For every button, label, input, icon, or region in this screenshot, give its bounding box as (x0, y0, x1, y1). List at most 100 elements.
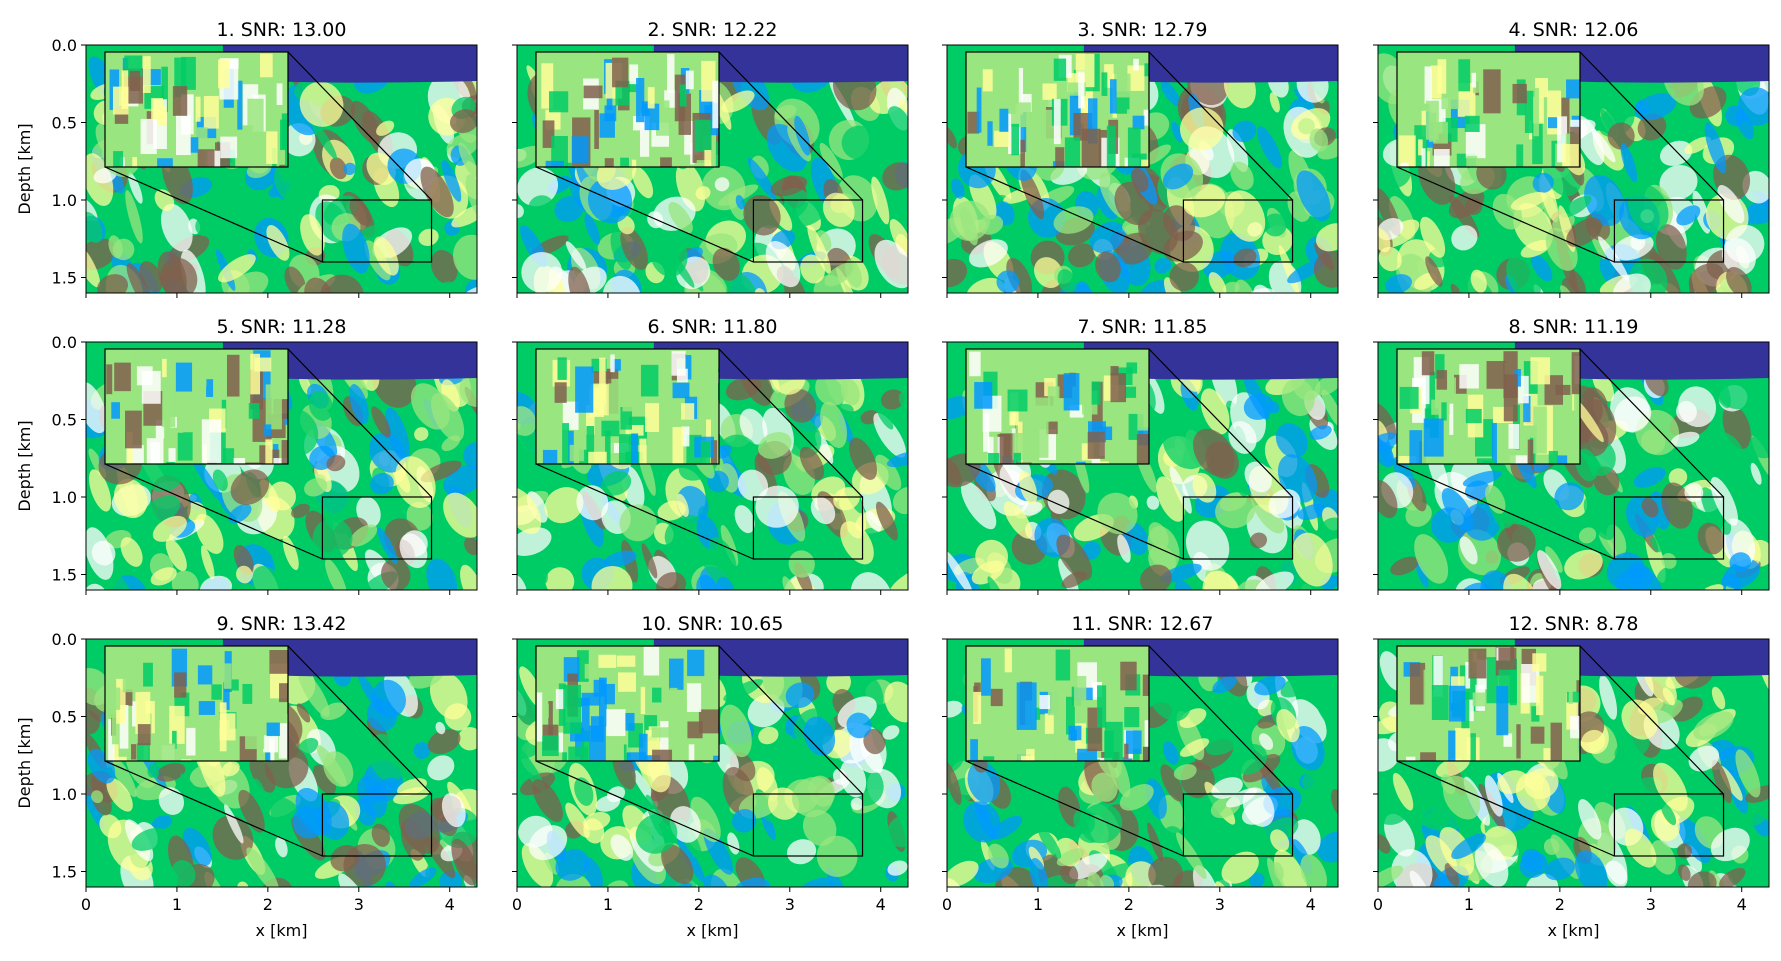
zoom-region-box (1182, 199, 1294, 263)
x-tick-label: 3 (785, 895, 795, 914)
zoom-connector (1396, 760, 1615, 857)
zoom-inset-frame (965, 51, 1150, 168)
zoom-connector (104, 463, 323, 560)
x-tick-label: 1 (1464, 895, 1474, 914)
zoom-region-box (1182, 793, 1294, 857)
zoom-connector (1396, 166, 1615, 263)
zoom-inset-frame (104, 348, 289, 465)
panel-title: 11. SNR: 12.67 (1072, 613, 1214, 635)
zoom-region-box (321, 496, 433, 560)
zoom-connector (287, 348, 432, 498)
y-tick-label: 0.0 (52, 630, 77, 649)
x-axis-label: x [km] (1548, 921, 1600, 940)
zoom-connector (1579, 348, 1724, 498)
x-tick-label: 0 (512, 895, 522, 914)
zoom-inset-frame (965, 348, 1150, 465)
x-tick-label: 1 (172, 895, 182, 914)
x-tick-label: 0 (1373, 895, 1383, 914)
x-axis-label: x [km] (256, 921, 308, 940)
axes-frame (946, 44, 1339, 294)
zoom-region-box (1613, 199, 1725, 263)
zoom-connector (718, 645, 863, 795)
zoom-inset-frame (1396, 645, 1581, 762)
y-tick-label: 0.5 (52, 708, 77, 727)
axes-frame (946, 341, 1339, 591)
x-axis-label: x [km] (1117, 921, 1169, 940)
y-axis-label: Depth [km] (15, 123, 34, 214)
zoom-inset (536, 349, 719, 464)
x-axis-label: x [km] (687, 921, 739, 940)
y-axis-label: Depth [km] (15, 420, 34, 511)
heatmap-field (86, 45, 477, 293)
axes-frame (946, 638, 1339, 888)
panel-title: 6. SNR: 11.80 (648, 316, 778, 338)
zoom-connector (287, 51, 432, 201)
zoom-region-box (321, 199, 433, 263)
y-tick-label: 1.5 (52, 566, 77, 585)
zoom-region-box (1613, 793, 1725, 857)
panel-title: 1. SNR: 13.00 (217, 19, 347, 41)
axes-frame (1377, 638, 1770, 888)
zoom-inset-frame (965, 645, 1150, 762)
panel-12: 12. SNR: 8.78 0 1 2 3 4 x [km] (1373, 613, 1770, 940)
panel-title: 5. SNR: 11.28 (217, 316, 347, 338)
zoom-connector (965, 166, 1184, 263)
zoom-connector (1148, 51, 1293, 201)
panel-7: 7. SNR: 11.85 (942, 316, 1339, 595)
panel-10: 10. SNR: 10.65 0 1 2 3 4 x [km] (512, 613, 909, 940)
zoom-inset-frame (1396, 348, 1581, 465)
zoom-connector (287, 645, 432, 795)
x-tick-label: 4 (445, 895, 455, 914)
panel-grid: 1. SNR: 13.00 0.0 0.5 1.0 1.5 Depth [km] 2. SN… (15, 19, 1770, 940)
x-tick-label: 3 (1215, 895, 1225, 914)
zoom-inset (1397, 52, 1580, 167)
zoom-connector (965, 760, 1184, 857)
zoom-region-box (752, 793, 864, 857)
panel-1: 1. SNR: 13.00 0.0 0.5 1.0 1.5 Depth [km] (15, 19, 478, 298)
zoom-region-box (1613, 496, 1725, 560)
zoom-connector (535, 760, 754, 857)
axes-frame (516, 341, 909, 591)
panel-title: 7. SNR: 11.85 (1078, 316, 1208, 338)
zoom-inset-frame (104, 51, 289, 168)
y-tick-label: 1.0 (52, 785, 77, 804)
zoom-connector (535, 463, 754, 560)
x-tick-label: 3 (1646, 895, 1656, 914)
axes-frame (85, 638, 478, 888)
y-tick-label: 0.5 (52, 114, 77, 133)
axes-frame (516, 638, 909, 888)
axes-frame (85, 44, 478, 294)
y-axis-label: Depth [km] (15, 717, 34, 808)
zoom-connector (535, 166, 754, 263)
zoom-connector (718, 348, 863, 498)
zoom-inset-frame (1396, 51, 1581, 168)
x-tick-label: 2 (1555, 895, 1565, 914)
x-tick-label: 2 (1124, 895, 1134, 914)
zoom-inset (966, 349, 1149, 464)
panel-5: 5. SNR: 11.28 0.0 0.5 1.0 1.5 Depth [km] (15, 316, 478, 595)
zoom-connector (965, 463, 1184, 560)
y-tick-label: 0.5 (52, 411, 77, 430)
panel-2: 2. SNR: 12.22 (512, 19, 909, 298)
x-tick-label: 4 (1306, 895, 1316, 914)
zoom-inset (105, 349, 288, 464)
zoom-region-box (1182, 496, 1294, 560)
zoom-inset (966, 52, 1149, 167)
zoom-connector (104, 166, 323, 263)
panel-title: 3. SNR: 12.79 (1078, 19, 1208, 41)
zoom-region-box (752, 199, 864, 263)
zoom-inset-frame (535, 645, 720, 762)
zoom-connector (1579, 51, 1724, 201)
x-tick-label: 2 (263, 895, 273, 914)
zoom-connector (718, 51, 863, 201)
panel-title: 10. SNR: 10.65 (642, 613, 784, 635)
zoom-connector (1148, 348, 1293, 498)
zoom-inset (966, 646, 1149, 761)
y-tick-label: 0.0 (52, 36, 77, 55)
y-tick-label: 1.5 (52, 863, 77, 882)
zoom-inset (536, 646, 719, 761)
zoom-inset (105, 646, 288, 761)
panel-4: 4. SNR: 12.06 (1373, 19, 1770, 298)
y-tick-label: 1.0 (52, 191, 77, 210)
